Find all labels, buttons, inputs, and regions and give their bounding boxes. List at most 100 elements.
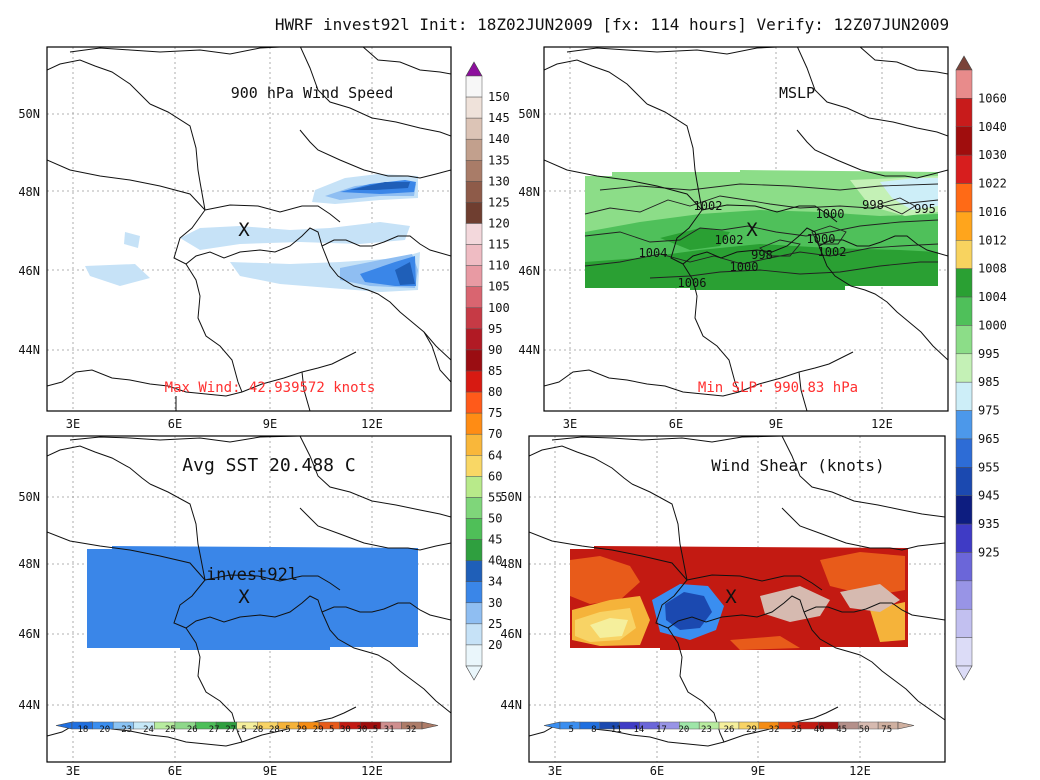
wind-colorbar-swatch bbox=[465, 138, 483, 161]
mslp-colorbar-swatch bbox=[955, 154, 973, 184]
sst-colorbar-label: 25 bbox=[165, 725, 176, 735]
shear-lon-label: 3E bbox=[548, 764, 562, 778]
wind-colorbar-label: 80 bbox=[488, 385, 502, 399]
wind-colorbar-swatch bbox=[465, 455, 483, 477]
sst-colorbar-label: 28.5 bbox=[269, 725, 291, 735]
sst-colorbar-label: 32 bbox=[406, 725, 417, 735]
wind-colorbar-label: 130 bbox=[488, 174, 510, 188]
wind-colorbar-swatch bbox=[465, 476, 483, 498]
wind-lon-label: 6E bbox=[168, 417, 182, 431]
wind-colorbar-top-arrow bbox=[465, 61, 483, 77]
wind-colorbar-label: 85 bbox=[488, 364, 502, 378]
panel-sst: Avg SST 20.488 C invest92l X 3E 6E 9E 12… bbox=[18, 435, 452, 778]
wind-storm-marker: X bbox=[238, 219, 250, 241]
wind-colorbar-swatch bbox=[465, 223, 483, 245]
mslp-colorbar-label: 1030 bbox=[978, 148, 1007, 162]
mslp-lon-label: 3E bbox=[563, 417, 577, 431]
wind-colorbar-swatch bbox=[465, 75, 483, 98]
sst-colorbar-label: 31 bbox=[384, 725, 395, 735]
sst-colorbar-label: 27.5 bbox=[225, 725, 247, 735]
shear-storm-marker: X bbox=[725, 586, 737, 608]
mslp-colorbar-label: 945 bbox=[978, 489, 1000, 503]
wind-colorbar-label: 145 bbox=[488, 111, 510, 125]
mslp-contour-label: 998 bbox=[862, 198, 884, 212]
wind-colorbar-swatch bbox=[465, 244, 483, 266]
sst-shading bbox=[87, 546, 418, 650]
mslp-contour-label: 1002 bbox=[818, 245, 847, 259]
shear-colorbar-label: 26 bbox=[724, 725, 735, 735]
shear-lon-label: 6E bbox=[650, 764, 664, 778]
wind-colorbar-label: 60 bbox=[488, 469, 502, 483]
mslp-colorbar-label: 1060 bbox=[978, 91, 1007, 105]
mslp-colorbar: 1060 1040 1030 1022 1016 1012 1008 1004 1000 995 9… bbox=[955, 55, 1007, 681]
mslp-contour-label: 998 bbox=[751, 248, 773, 262]
wind-lon-label: 12E bbox=[361, 417, 383, 431]
sst-colorbar-label: 29 bbox=[296, 725, 307, 735]
mslp-lat-label: 48N bbox=[518, 185, 540, 199]
mslp-lat-label: 46N bbox=[518, 264, 540, 278]
wind-shading bbox=[85, 174, 420, 292]
sst-storm-label: invest92l bbox=[206, 565, 298, 585]
mslp-coastlines bbox=[544, 47, 948, 411]
sst-colorbar-label: 18 bbox=[78, 725, 89, 735]
wind-colorbar-swatch bbox=[465, 391, 483, 414]
mslp-colorbar-label: 1040 bbox=[978, 120, 1007, 134]
wind-colorbar-bottom-arrow bbox=[465, 665, 483, 681]
mslp-colorbar-label: 1022 bbox=[978, 177, 1007, 191]
wind-colorbar-swatch bbox=[465, 202, 483, 224]
shear-colorbar-label: 75 bbox=[881, 725, 892, 735]
shear-shading bbox=[570, 546, 908, 650]
wind-colorbar-swatch bbox=[465, 328, 483, 351]
shear-colorbar-label: 11 bbox=[611, 725, 622, 735]
mslp-lat-label: 50N bbox=[518, 107, 540, 121]
wind-colorbar-label: 45 bbox=[488, 533, 502, 547]
shear-colorbar-swatch bbox=[579, 721, 601, 730]
wind-colorbar-label: 75 bbox=[488, 406, 502, 420]
shear-coastlines bbox=[529, 436, 945, 747]
mslp-colorbar-swatch bbox=[955, 296, 973, 326]
mslp-colorbar-swatch bbox=[955, 69, 973, 99]
mslp-shading bbox=[585, 170, 938, 290]
wind-lon-label: 9E bbox=[263, 417, 277, 431]
mslp-axis-labels: 3E 6E 9E 12E 50N 48N 46N 44N bbox=[518, 107, 893, 431]
wind-colorbar-swatch bbox=[465, 497, 483, 519]
wind-colorbar-label: 115 bbox=[488, 238, 510, 252]
wind-map bbox=[47, 47, 451, 411]
wind-colorbar-label: 25 bbox=[488, 617, 502, 631]
shear-colorbar-right-arrow bbox=[897, 721, 915, 730]
shear-colorbar-label: 35 bbox=[791, 725, 802, 735]
wind-colorbar-swatch bbox=[465, 307, 483, 330]
wind-lon-label: 3E bbox=[66, 417, 80, 431]
mslp-colorbar-swatch bbox=[955, 552, 973, 582]
mslp-contour-label: 1004 bbox=[639, 246, 668, 260]
shear-colorbar-label: 5 bbox=[569, 725, 574, 735]
shear-lon-label: 12E bbox=[849, 764, 871, 778]
wind-colorbar-label: 40 bbox=[488, 554, 502, 568]
mslp-colorbar-label: 965 bbox=[978, 432, 1000, 446]
wind-colorbar-label: 140 bbox=[488, 132, 510, 146]
shear-colorbar: 5 8 11 14 17 20 23 26 29 32 35 40 45 50 75 bbox=[543, 721, 915, 735]
mslp-colorbar-swatch bbox=[955, 353, 973, 383]
mslp-colorbar-swatch bbox=[955, 325, 973, 355]
sst-storm-marker: X bbox=[238, 586, 250, 608]
mslp-colorbar-swatch bbox=[955, 183, 973, 213]
sst-colorbar-label: 20 bbox=[99, 725, 110, 735]
sst-lon-label: 12E bbox=[361, 764, 383, 778]
mslp-colorbar-swatch bbox=[955, 381, 973, 411]
mslp-colorbar-label: 955 bbox=[978, 460, 1000, 474]
sst-lon-label: 3E bbox=[66, 764, 80, 778]
mslp-colorbar-swatch bbox=[955, 268, 973, 298]
shear-lat-label: 44N bbox=[500, 698, 522, 712]
wind-colorbar-label: 120 bbox=[488, 217, 510, 231]
sst-lat-label: 46N bbox=[18, 627, 40, 641]
mslp-contour-label: 1000 bbox=[807, 232, 836, 246]
mslp-colorbar-label: 1000 bbox=[978, 318, 1007, 332]
mslp-colorbar-label: 1004 bbox=[978, 290, 1007, 304]
wind-colorbar-swatch bbox=[465, 349, 483, 372]
wind-colorbar-label: 55 bbox=[488, 490, 502, 504]
panel-mslp: MSLP X 1002 1000 998 995 1002 1000 1004 … bbox=[518, 46, 949, 431]
mslp-colorbar-swatch bbox=[955, 495, 973, 525]
mslp-colorbar-swatch bbox=[955, 410, 973, 440]
mslp-contour-label: 995 bbox=[914, 202, 936, 216]
